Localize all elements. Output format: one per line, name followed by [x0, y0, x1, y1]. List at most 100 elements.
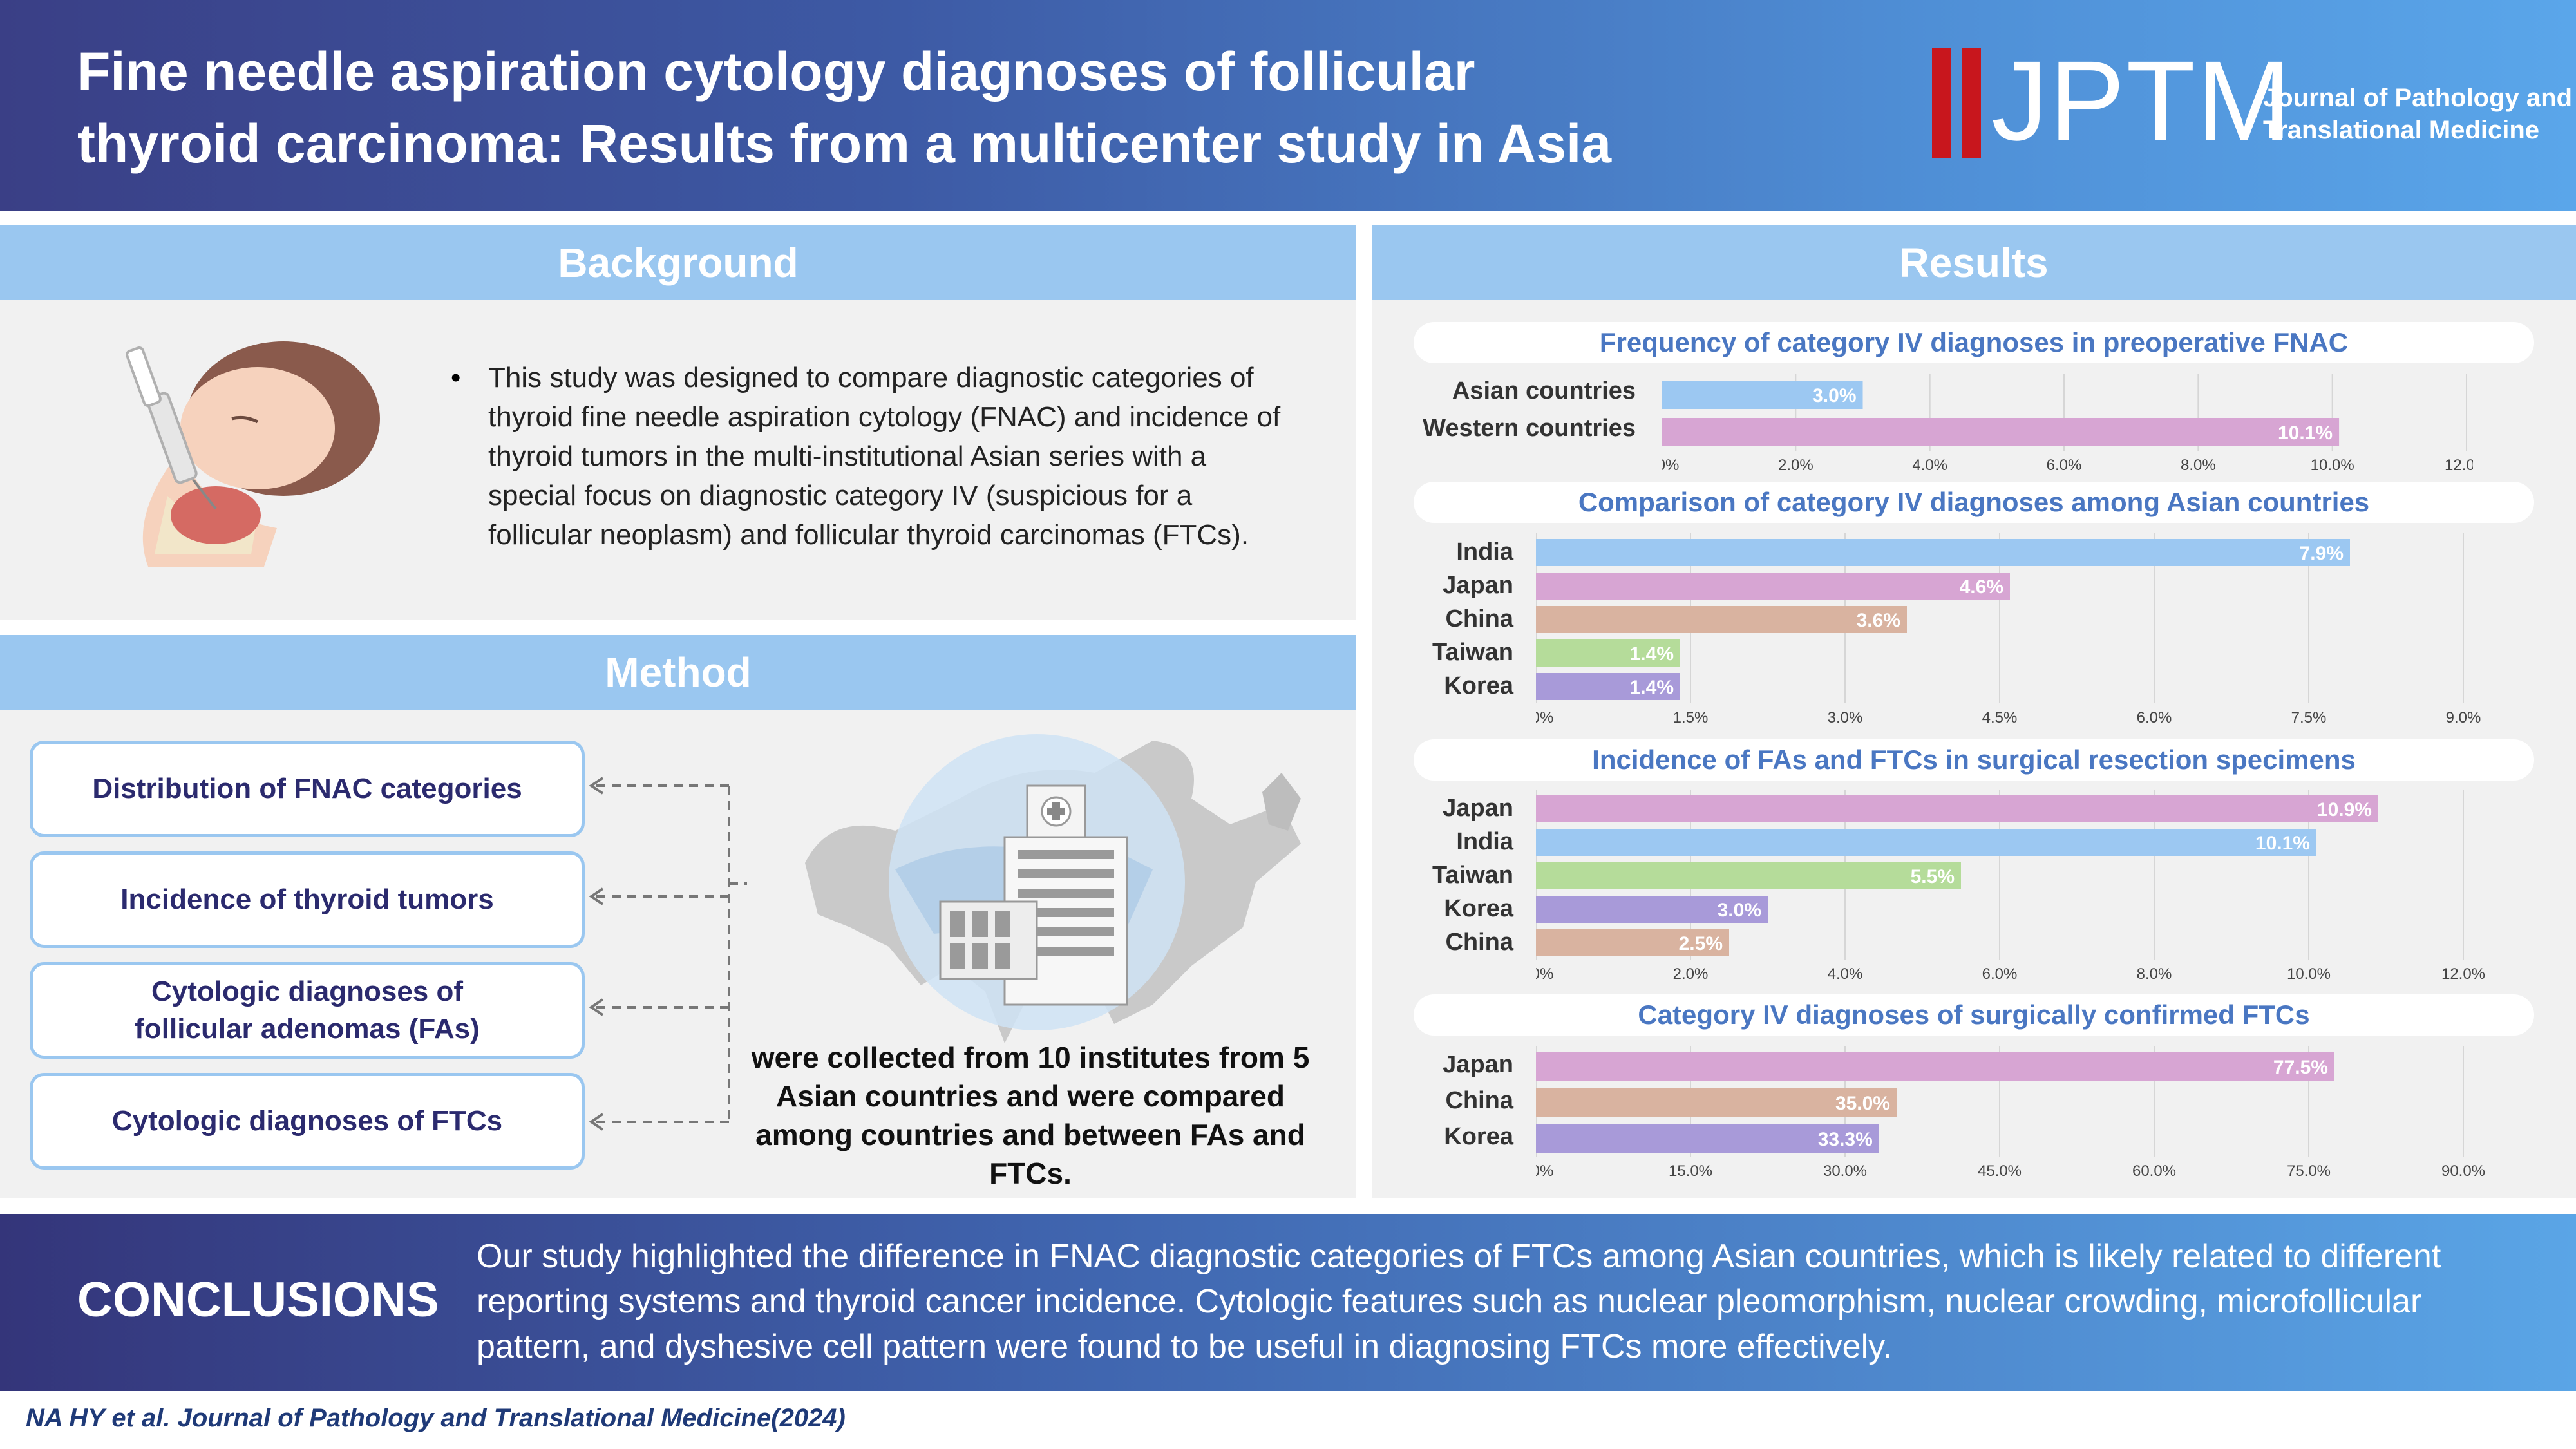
- results-heading: Results: [1372, 225, 2576, 300]
- x-tick-label: 4.0%: [1828, 965, 1863, 983]
- bar: [1536, 1124, 1879, 1153]
- chart-title: Category IV diagnoses of surgically conf…: [1414, 994, 2534, 1036]
- method-box-label: Incidence of thyroid tumors: [120, 884, 494, 915]
- x-tick-label: 45.0%: [1978, 1162, 2022, 1180]
- asia-map-hospital-icon: [805, 734, 1301, 1043]
- y-axis-label: Korea: [1444, 1123, 1513, 1150]
- bar-data-label: 33.3%: [1818, 1129, 1873, 1150]
- logo-bar-icon: [1962, 48, 1981, 158]
- x-tick-label: 4.0%: [1912, 457, 1947, 474]
- bar: [1536, 795, 2378, 822]
- chart-frequency-category-iv: 0.0% 2.0% 4.0% 6.0% 8.0% 10.0% 12.0% 3.0% 10.1%: [1662, 374, 2473, 474]
- x-tick-label: 60.0%: [2132, 1162, 2176, 1180]
- bar: [1536, 862, 1961, 889]
- bar: [1536, 639, 1680, 667]
- chart-incidence-fas-ftcs: 0.0% 2.0% 4.0% 6.0% 8.0% 10.0% 12.0% 10.9% 10.1%…: [1536, 790, 2485, 983]
- y-axis-label: China: [1445, 929, 1513, 956]
- x-tick-label: 3.0%: [1828, 709, 1863, 726]
- bar: [1536, 539, 2350, 566]
- y-axis-label: Japan: [1443, 795, 1513, 822]
- bar-data-label: 4.6%: [1960, 576, 2003, 598]
- background-description: This study was designed to compare diagn…: [451, 358, 1288, 554]
- background-bullet-text: This study was designed to compare diagn…: [488, 362, 1281, 551]
- x-tick-label: 4.5%: [1982, 709, 2018, 726]
- results-panel: [1372, 225, 2576, 1198]
- page-title-line-2: thyroid carcinoma: Results from a multic…: [77, 113, 1612, 174]
- x-tick-label: 8.0%: [2181, 457, 2216, 474]
- x-tick-label: 12.0%: [2441, 965, 2485, 983]
- method-note: were collected from 10 institutes from 5…: [751, 1041, 1310, 1190]
- chart-title: Incidence of FAs and FTCs in surgical re…: [1414, 739, 2534, 781]
- x-tick-label: 6.0%: [1982, 965, 2018, 983]
- y-axis-label: Taiwan: [1432, 639, 1513, 666]
- bar-data-label: 3.6%: [1857, 610, 1900, 631]
- bar: [1536, 1088, 1897, 1117]
- bar: [1536, 673, 1680, 700]
- logo-bar-icon: [1932, 48, 1951, 158]
- journal-logo: JPTM: [1991, 38, 2293, 164]
- method-box-label: Cytologic diagnoses of FTCs: [111, 1105, 503, 1137]
- x-tick-label: 9.0%: [2446, 709, 2481, 726]
- y-axis-label: Japan: [1443, 1051, 1513, 1078]
- bar-data-label: 10.1%: [2255, 833, 2310, 854]
- y-axis-label: Japan: [1443, 572, 1513, 599]
- bar-data-label: 35.0%: [1835, 1093, 1890, 1114]
- bullet-point-icon: •: [451, 362, 461, 393]
- x-tick-label: 0.0%: [1536, 965, 1553, 983]
- bar: [1536, 929, 1729, 956]
- chart-title: Frequency of category IV diagnoses in pr…: [1414, 322, 2534, 363]
- chart-category-iv-asian-countries: 0.0% 1.5% 3.0% 4.5% 6.0% 7.5% 9.0% 7.9% 4.6% 3.6%…: [1536, 533, 2481, 726]
- x-tick-label: 10.0%: [2287, 965, 2331, 983]
- method-box-thyroid-tumors: Incidence of thyroid tumors: [30, 851, 585, 948]
- x-tick-label: 75.0%: [2287, 1162, 2331, 1180]
- patient-neck-biopsy-illustration-icon: [126, 341, 380, 567]
- method-box-fnac-categories: Distribution of FNAC categories: [30, 741, 585, 837]
- bar: [1536, 606, 1907, 633]
- journal-name-line-1: Journal of Pathology and: [2263, 84, 2573, 112]
- bar-data-label: 77.5%: [2273, 1057, 2328, 1078]
- background-heading: Background: [0, 225, 1356, 300]
- method-heading: Method: [0, 635, 1356, 710]
- method-connector-arrows: [589, 777, 747, 1131]
- bar-data-label: 5.5%: [1911, 866, 1955, 887]
- bar: [1662, 418, 2340, 446]
- bar: [1662, 381, 1863, 409]
- x-tick-label: 0.0%: [1662, 457, 1679, 474]
- x-tick-label: 0.0%: [1536, 1162, 1553, 1180]
- citation: NA HY et al. Journal of Pathology and Tr…: [26, 1404, 846, 1432]
- conclusions-banner: [0, 1214, 2576, 1391]
- y-axis-label: India: [1456, 828, 1513, 855]
- bar: [1536, 829, 2316, 856]
- y-axis-label: Taiwan: [1432, 862, 1513, 889]
- y-axis-label: Korea: [1444, 672, 1513, 699]
- header-banner: [0, 0, 2576, 211]
- y-axis-label: China: [1445, 605, 1513, 632]
- bar-data-label: 3.0%: [1718, 900, 1761, 921]
- page-title-line-1: Fine needle aspiration cytology diagnose…: [77, 41, 1475, 102]
- bar-data-label: 7.9%: [2300, 543, 2344, 564]
- bar-data-label: 10.9%: [2317, 799, 2372, 820]
- y-axis-label: China: [1445, 1087, 1513, 1114]
- chart-title: Comparison of category IV diagnoses amon…: [1414, 482, 2534, 523]
- bar-data-label: 2.5%: [1679, 933, 1723, 954]
- method-box-label: Cytologic diagnoses of follicular adenom…: [135, 976, 480, 1045]
- journal-name-line-2: Translational Medicine: [2263, 116, 2540, 144]
- method-box-fa-cytology: Cytologic diagnoses of follicular adenom…: [30, 962, 585, 1059]
- x-tick-label: 6.0%: [2047, 457, 2082, 474]
- x-tick-label: 15.0%: [1669, 1162, 1712, 1180]
- bar-data-label: 1.4%: [1630, 677, 1674, 698]
- x-tick-label: 8.0%: [2137, 965, 2172, 983]
- conclusions-label: CONCLUSIONS: [77, 1273, 439, 1327]
- x-tick-label: 6.0%: [2137, 709, 2172, 726]
- y-axis-label: Asian countries: [1452, 377, 1636, 404]
- y-axis-label: Western countries: [1423, 415, 1636, 442]
- chart-category-iv-ftcs: 0.0% 15.0% 30.0% 45.0% 60.0% 75.0% 90.0% 77.5% 3…: [1536, 1046, 2485, 1180]
- bar: [1536, 896, 1768, 923]
- bar-data-label: 10.1%: [2278, 422, 2333, 444]
- x-tick-label: 10.0%: [2311, 457, 2354, 474]
- page-title: Fine needle aspiration cytology diagnose…: [77, 35, 1816, 180]
- method-box-ftc-cytology: Cytologic diagnoses of FTCs: [30, 1073, 585, 1170]
- y-axis-label: India: [1456, 538, 1513, 565]
- x-tick-label: 12.0%: [2445, 457, 2473, 474]
- conclusions-text: Our study highlighted the difference in …: [477, 1238, 2441, 1365]
